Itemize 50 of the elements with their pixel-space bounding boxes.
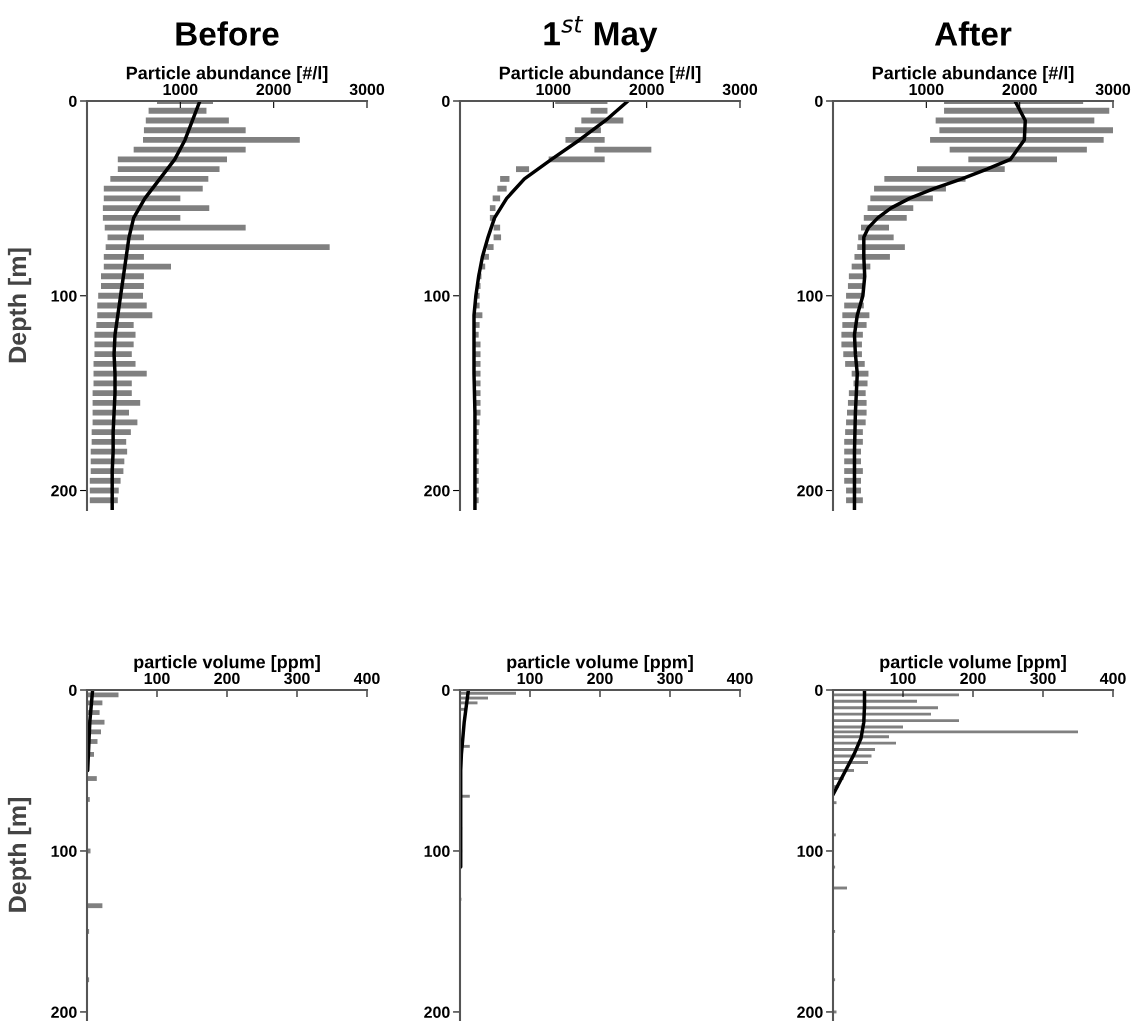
y-axis-title: Depth [m] <box>7 798 32 912</box>
x-tick-label: 2000 <box>1002 83 1037 96</box>
x-axis-title: particle volume [ppm] <box>507 655 693 672</box>
y-tick-label: 0 <box>442 95 450 107</box>
y-tick-label: 0 <box>815 95 823 107</box>
x-tick-label: 1000 <box>163 83 198 96</box>
y-tick-label: 0 <box>69 684 77 696</box>
x-tick-label: 400 <box>353 672 380 685</box>
y-tick-label: 100 <box>51 845 77 857</box>
x-tick-label: 1000 <box>536 83 571 96</box>
y-tick-label: 200 <box>797 485 823 497</box>
x-tick-label: 200 <box>587 672 613 685</box>
y-tick-label: 200 <box>797 1006 823 1018</box>
x-tick-label: 3000 <box>722 83 758 96</box>
y-tick-label: 100 <box>51 290 77 302</box>
chart-title: Before <box>176 21 279 46</box>
y-tick-label: 0 <box>815 684 823 696</box>
x-tick-label: 200 <box>214 672 240 685</box>
y-tick-label: 200 <box>51 1006 77 1018</box>
chart-title: After <box>934 21 1012 46</box>
y-tick-label: 200 <box>424 1006 450 1018</box>
y-tick-label: 100 <box>424 845 450 857</box>
x-axis-title: particle volume [ppm] <box>880 655 1066 672</box>
chart-title: 1$^{st}$ May <box>544 16 658 53</box>
x-tick-label: 400 <box>726 672 753 685</box>
x-tick-label: 300 <box>1030 672 1056 685</box>
x-tick-label: 100 <box>144 672 170 685</box>
x-tick-label: 2000 <box>256 83 291 96</box>
x-axis-title: particle volume [ppm] <box>134 655 320 672</box>
x-tick-label: 100 <box>890 672 916 685</box>
y-axis-title: Depth [m] <box>7 248 32 363</box>
x-tick-label: 1000 <box>909 83 944 96</box>
x-tick-label: 300 <box>657 672 683 685</box>
y-tick-label: 0 <box>69 95 77 107</box>
x-tick-label: 3000 <box>1095 83 1131 96</box>
y-tick-label: 100 <box>797 845 823 857</box>
y-tick-label: 200 <box>51 485 77 497</box>
y-tick-label: 200 <box>424 485 450 497</box>
x-axis-title: Particle abundance [#/l] <box>499 66 701 83</box>
y-tick-label: 100 <box>797 290 823 302</box>
x-axis-title: Particle abundance [#/l] <box>126 66 328 83</box>
y-tick-label: 100 <box>424 290 450 302</box>
x-axis-title: Particle abundance [#/l] <box>872 66 1074 83</box>
x-tick-label: 200 <box>960 672 986 685</box>
x-tick-label: 400 <box>1099 672 1126 685</box>
y-tick-label: 0 <box>442 684 450 696</box>
x-tick-label: 100 <box>517 672 543 685</box>
x-tick-label: 3000 <box>349 83 385 96</box>
x-tick-label: 2000 <box>629 83 664 96</box>
x-tick-label: 300 <box>284 672 310 685</box>
